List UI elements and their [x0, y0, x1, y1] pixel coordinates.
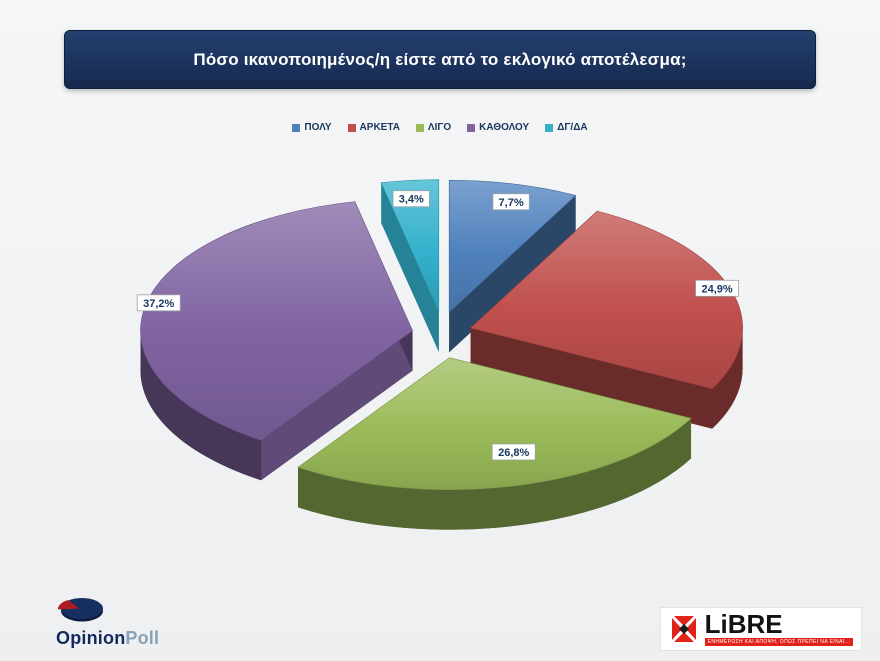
opinionpoll-wordmark-primary: Opinion [56, 628, 126, 648]
pie-slice-rim [140, 330, 262, 481]
legend-swatch [292, 123, 301, 132]
pie-data-label: 26,8% [498, 447, 529, 459]
pie-data-label: 24,9% [702, 283, 733, 295]
libre-wordmark: LiBRE [704, 609, 783, 640]
pie-slice-side [261, 330, 413, 481]
legend-item: ΛΙΓΟ [415, 122, 452, 133]
pie-data-label-box [136, 294, 181, 312]
legend-swatch [415, 123, 424, 132]
pie-data-label: 37,2% [143, 298, 174, 310]
legend-item: ΑΡΚΕΤΑ [347, 122, 400, 133]
legend-label: ΚΑΘΟΛΟΥ [479, 122, 530, 133]
pie-data-label-box [392, 190, 430, 208]
legend-label: ΑΡΚΕΤΑ [359, 122, 400, 133]
libre-tagline: ΕΝΗΜΕΡΩΣΗ ΚΑΙ ΑΠΟΨΗ, ΟΠΩΣ ΠΡΕΠΕΙ ΝΑ ΕΙΝΑ… [704, 638, 853, 646]
pie-slice [297, 357, 692, 490]
pie-data-label-box [492, 193, 530, 211]
opinionpoll-wordmark: OpinionPoll [56, 628, 159, 649]
pie-slice [380, 179, 440, 312]
chart-title: Πόσο ικανοποιημένος/η είστε από το εκλογ… [193, 49, 687, 69]
libre-icon [671, 616, 696, 643]
chart-title-bar: Πόσο ικανοποιημένος/η είστε από το εκλογ… [64, 30, 816, 89]
pie-slice-side [449, 195, 576, 353]
opinionpoll-icon [57, 598, 103, 622]
libre-logo: LiBRE ΕΝΗΜΕΡΩΣΗ ΚΑΙ ΑΠΟΨΗ, ΟΠΩΣ ΠΡΕΠΕΙ Ν… [659, 607, 862, 651]
legend-item: ΔΓ/ΔΑ [545, 122, 588, 133]
legend-swatch [545, 123, 554, 132]
chart-legend: ΠΟΛΥ ΑΡΚΕΤΑ ΛΙΓΟ ΚΑΘΟΛΟΥ ΔΓ/ΔΑ [0, 122, 880, 133]
legend-label: ΔΓ/ΔΑ [557, 122, 588, 133]
pie-slice-rim [297, 418, 692, 530]
pie-data-label: 7,7% [499, 197, 524, 209]
pie-data-label-box [491, 443, 536, 461]
pie-slice-side [381, 182, 439, 352]
legend-item: ΚΑΘΟΛΟΥ [467, 122, 529, 133]
pie-data-label: 3,4% [399, 194, 424, 206]
pie-slice-side [470, 327, 713, 429]
pie-data-label-box [695, 279, 740, 297]
opinionpoll-logo: OpinionPoll [56, 596, 159, 649]
legend-swatch [347, 123, 356, 132]
legend-item: ΠΟΛΥ [292, 122, 332, 133]
legend-label: ΠΟΛΥ [304, 122, 332, 133]
legend-swatch [467, 123, 476, 132]
pie-slice [448, 179, 577, 313]
legend-label: ΛΙΓΟ [427, 122, 452, 133]
opinionpoll-wordmark-secondary: Poll [125, 628, 160, 648]
pie-slice-rim [712, 327, 743, 429]
